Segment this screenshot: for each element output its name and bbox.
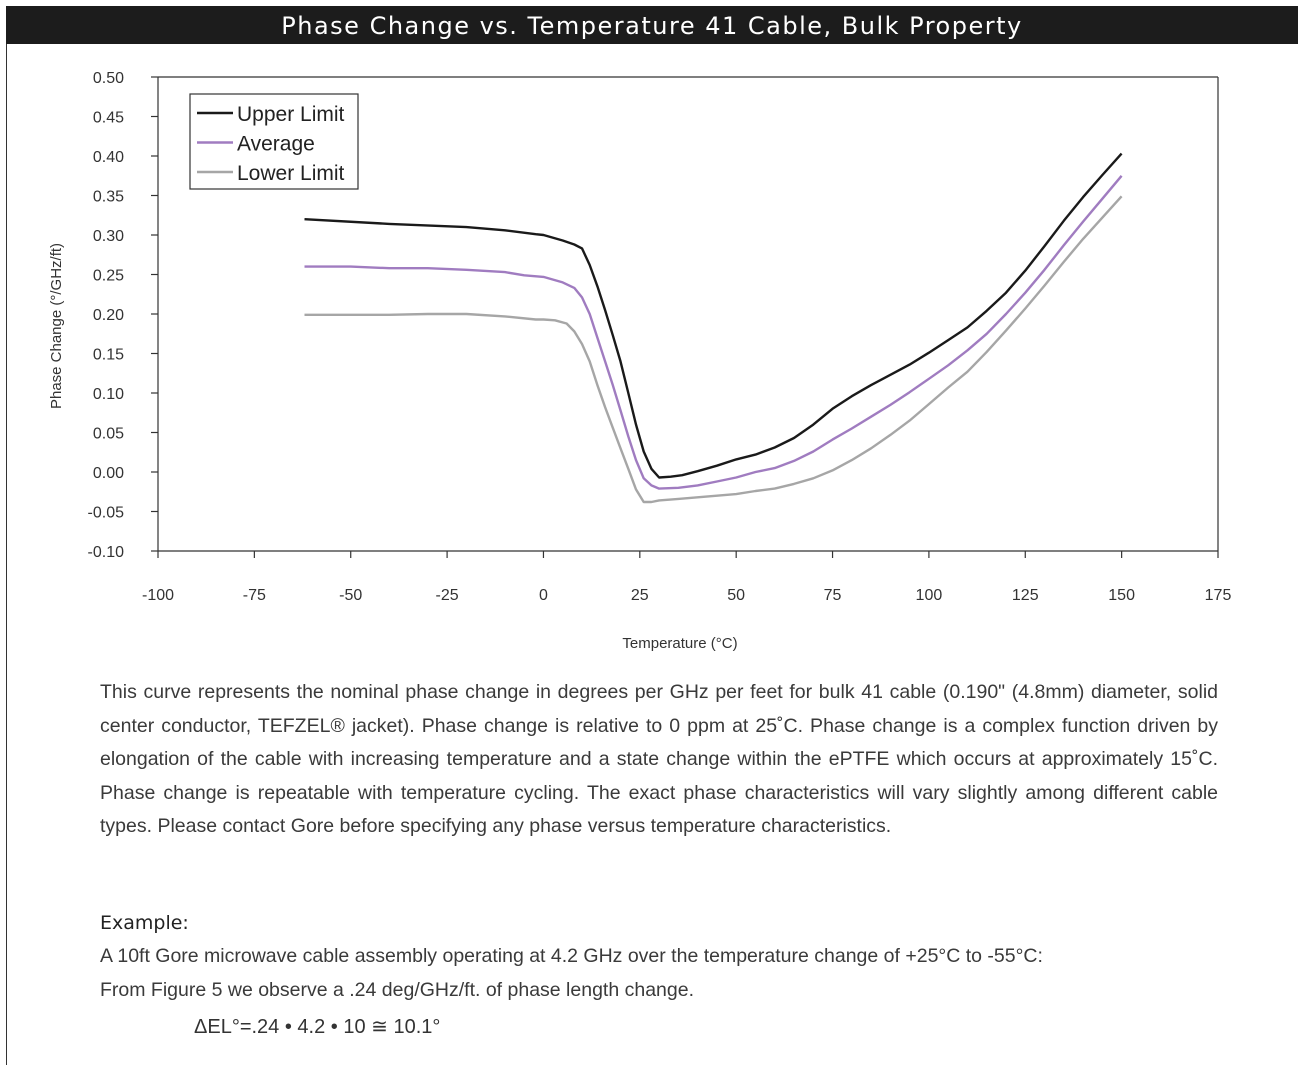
example-formula: ΔEL°=.24 • 4.2 • 10 ≅ 10.1° — [194, 1016, 441, 1038]
x-tick-label: -75 — [243, 587, 266, 604]
x-tick-label: 0 — [539, 587, 548, 604]
example-text-line-1: A 10ft Gore microwave cable assembly ope… — [100, 945, 1043, 967]
x-tick-label: 50 — [727, 587, 745, 604]
y-tick-label: 0.40 — [93, 149, 124, 166]
x-tick-label: 175 — [1205, 587, 1232, 604]
y-tick-label: 0.30 — [93, 228, 124, 245]
y-tick-label: 0.00 — [93, 465, 124, 482]
y-tick-label: 0.45 — [93, 110, 124, 127]
chart-series-layer — [304, 152, 1123, 504]
y-axis-title: Phase Change (°/GHz/ft) — [48, 243, 65, 409]
y-tick-label: 0.10 — [93, 386, 124, 403]
y-tick-label: -0.10 — [88, 544, 125, 561]
y-tick-label: 0.25 — [93, 268, 124, 285]
y-tick-label: -0.05 — [88, 505, 125, 522]
x-tick-label: -100 — [142, 587, 174, 604]
example-text-line-2: From Figure 5 we observe a .24 deg/GHz/f… — [100, 979, 694, 1001]
x-tick-label: 150 — [1108, 587, 1135, 604]
x-axis-title: Temperature (°C) — [622, 635, 737, 652]
chart-axes: 0.50 0.45 0.40 0.35 0.30 0.25 0.20 0.15 0.10 0.05… — [88, 70, 1232, 604]
x-tick-label: 25 — [631, 587, 649, 604]
series-line-upper-limit — [304, 152, 1123, 479]
x-tick-label: 75 — [824, 587, 842, 604]
y-tick-label: 0.35 — [93, 189, 124, 206]
y-tick-label: 0.15 — [93, 347, 124, 364]
legend-label: Lower Limit — [237, 162, 345, 185]
example-heading: Example: — [100, 912, 189, 934]
left-border-rule — [6, 44, 7, 1065]
y-tick-label: 0.50 — [93, 70, 124, 87]
legend-label: Average — [237, 133, 315, 156]
legend-label: Upper Limit — [237, 103, 345, 126]
chart-title: Phase Change vs. Temperature 41 Cable, B… — [6, 6, 1298, 44]
y-tick-label: 0.05 — [93, 426, 124, 443]
x-tick-label: -50 — [339, 587, 362, 604]
y-tick-label: 0.20 — [93, 307, 124, 324]
series-line-lower-limit — [304, 195, 1123, 504]
x-tick-label: 125 — [1012, 587, 1039, 604]
series-line-average — [304, 175, 1123, 490]
chart-legend: Upper Limit Average Lower Limit — [189, 93, 359, 190]
x-tick-label: -25 — [436, 587, 459, 604]
x-tick-label: 100 — [916, 587, 943, 604]
phase-change-chart: 0.50 0.45 0.40 0.35 0.30 0.25 0.20 0.15 0.10 0.05… — [48, 70, 1232, 652]
chart-description: This curve represents the nominal phase … — [100, 681, 1218, 837]
